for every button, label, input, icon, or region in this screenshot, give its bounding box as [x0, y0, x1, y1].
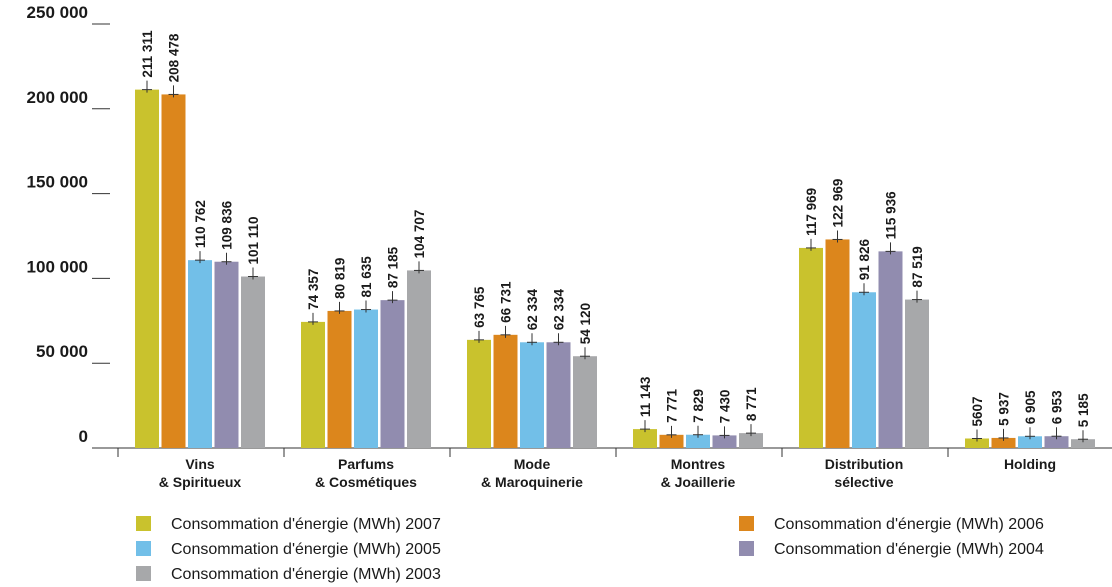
bar-2006	[161, 94, 186, 448]
data-label: 6 905	[1023, 390, 1038, 424]
bar-2004	[1044, 436, 1069, 448]
bar-2003	[573, 356, 597, 448]
bar-2005	[188, 260, 212, 448]
bar-2006	[825, 239, 850, 448]
data-label: 7 771	[665, 389, 680, 423]
bar-2007	[301, 321, 325, 448]
bar-2005	[686, 434, 710, 448]
data-label: 5607	[970, 396, 985, 426]
data-label: 109 836	[220, 200, 235, 249]
data-label: 110 762	[193, 200, 208, 248]
data-label: 87 519	[910, 246, 925, 287]
bar-2005	[1018, 436, 1042, 448]
data-label: 11 143	[638, 376, 653, 417]
legend-label-2007: Consommation d'énergie (MWh) 2007	[171, 516, 441, 533]
bar-2004	[214, 261, 239, 448]
data-label: 81 635	[359, 256, 374, 298]
bar-2005	[354, 309, 378, 448]
bar-2007	[135, 89, 159, 448]
data-label: 8 771	[744, 387, 759, 421]
category-label: Holding	[1004, 456, 1056, 472]
data-label: 63 765	[472, 286, 487, 328]
bar-2004	[712, 435, 737, 448]
data-label: 62 334	[525, 288, 540, 330]
category-label: Vins	[185, 456, 215, 472]
category-label: Mode	[514, 456, 551, 472]
data-label: 7 430	[718, 390, 733, 424]
data-label: 5 937	[997, 392, 1012, 426]
bar-2003	[241, 276, 265, 448]
data-label: 80 819	[333, 258, 348, 299]
y-tick-label: 50 000	[36, 342, 88, 361]
legend-swatch-2007	[136, 516, 151, 531]
bar-2007	[467, 339, 491, 448]
data-label: 87 185	[386, 246, 401, 288]
bars	[135, 89, 1095, 448]
legend-swatch-2006	[739, 516, 754, 531]
data-label: 54 120	[578, 303, 593, 344]
legend-swatch-2003	[136, 566, 151, 581]
legend-swatch-2005	[136, 541, 151, 556]
data-label: 66 731	[499, 281, 514, 323]
data-label: 62 334	[552, 288, 567, 330]
data-label: 117 969	[804, 188, 819, 236]
data-label: 7 829	[691, 389, 706, 423]
bar-2007	[799, 247, 823, 448]
bar-2003	[739, 433, 763, 448]
data-label: 104 707	[412, 210, 427, 259]
axes: 0 50 000 100 000 150 000 200 000 250 000 Vins &…	[27, 3, 1112, 490]
legend-label-2006: Consommation d'énergie (MWh) 2006	[774, 516, 1044, 533]
bar-2006	[327, 310, 352, 448]
y-tick-label: 200 000	[27, 88, 88, 107]
y-tick-label: 250 000	[27, 3, 88, 22]
data-label: 74 357	[306, 269, 321, 310]
legend-label-2003: Consommation d'énergie (MWh) 2003	[171, 566, 441, 583]
y-tick-label: 150 000	[27, 173, 88, 192]
legend-swatch-2004	[739, 541, 754, 556]
legend-label-2004: Consommation d'énergie (MWh) 2004	[774, 541, 1044, 558]
data-label: 6 953	[1050, 390, 1065, 424]
data-label: 91 826	[857, 238, 872, 280]
bar-2007	[633, 429, 657, 448]
category-label: Montres	[671, 456, 726, 472]
category-label: & Cosmétiques	[315, 474, 417, 490]
data-label: 122 969	[831, 179, 846, 228]
data-label: 101 110	[246, 216, 261, 264]
y-tick-label: 100 000	[27, 257, 88, 276]
category-label: Parfums	[338, 456, 394, 472]
category-label: Distribution	[825, 456, 904, 472]
bar-2005	[520, 342, 544, 448]
bar-2003	[1071, 439, 1095, 448]
bar-2003	[905, 299, 929, 448]
bar-2004	[878, 251, 903, 448]
category-label: & Maroquinerie	[481, 474, 583, 490]
bar-2003	[407, 270, 431, 448]
category-label: & Spiritueux	[159, 474, 242, 490]
data-label: 211 311	[140, 30, 155, 78]
legend: Consommation d'énergie (MWh) 2007 Consomm…	[136, 516, 1044, 583]
bar-2004	[380, 300, 405, 448]
category-label: & Joaillerie	[661, 474, 736, 490]
bar-2005	[852, 292, 876, 448]
legend-label-2005: Consommation d'énergie (MWh) 2005	[171, 541, 441, 558]
data-label: 5 185	[1076, 393, 1091, 427]
bar-2006	[659, 434, 684, 448]
bar-2004	[546, 342, 571, 448]
data-label: 208 478	[167, 33, 182, 82]
bar-2006	[493, 334, 518, 448]
bar-2006	[991, 437, 1016, 448]
data-labels: 211 311 74 357 63 765 11 143 117 969 5607 208 …	[140, 30, 1091, 443]
bar-2007	[965, 438, 989, 448]
category-label: sélective	[834, 474, 893, 490]
y-tick-label: 0	[79, 427, 88, 446]
data-label: 115 936	[884, 191, 899, 240]
